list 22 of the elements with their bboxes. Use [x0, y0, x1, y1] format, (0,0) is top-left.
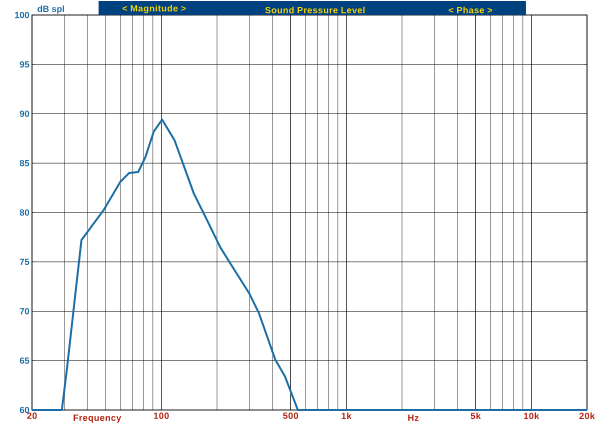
x-tick-label: 1k — [342, 412, 352, 420]
y-tick-label: 80 — [20, 209, 30, 216]
x-tick-label: 10k — [524, 412, 540, 420]
text: < Magnitude > — [122, 4, 186, 14]
y-tick-label: 75 — [20, 258, 30, 266]
y-tick-label: 70 — [20, 308, 30, 314]
text: Hz — [408, 414, 419, 421]
y-axis-title: dB spl — [38, 5, 64, 14]
y-tick-label: 100 — [15, 12, 30, 18]
y-tick-label: 90 — [20, 110, 30, 117]
y-tick-label: 65 — [20, 357, 30, 364]
x-tick-label: 20k — [579, 412, 595, 420]
y-tick-label: 85 — [20, 160, 30, 166]
chart-title: Sound Pressure Level — [265, 6, 365, 14]
x-tick-label: 20 — [27, 412, 37, 419]
y-tick-label: 95 — [20, 61, 30, 68]
text: < Phase > — [448, 6, 492, 14]
x-tick-label: 100 — [154, 412, 169, 419]
x-tick-label: 5k — [470, 412, 481, 420]
x-tick-label: 500 — [283, 412, 298, 419]
y-tick-label: 60 — [20, 406, 30, 414]
x-axis-title: Frequency — [74, 414, 122, 423]
